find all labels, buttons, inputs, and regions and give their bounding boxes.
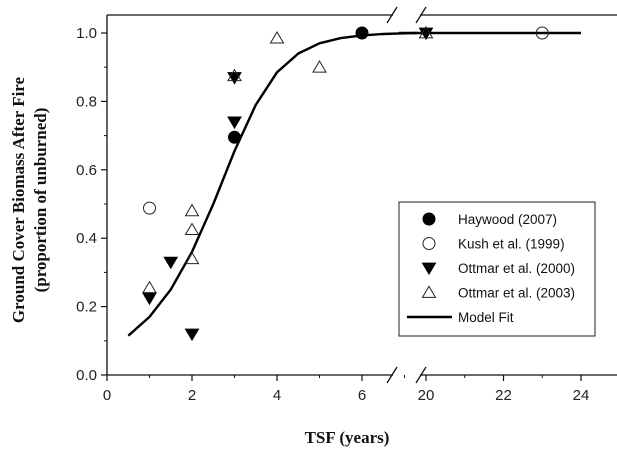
data-point-triangle-up-open xyxy=(418,25,434,39)
data-markers xyxy=(142,25,549,342)
data-point-triangle-up-open xyxy=(184,203,200,217)
model-fit-curve xyxy=(127,31,418,337)
data-point-circle-open xyxy=(143,201,156,215)
y-axis-title-line2: (proportion of unburned) xyxy=(31,108,50,293)
legend-label: Ottmar et al. (2003) xyxy=(458,286,575,301)
data-point-triangle-up-open xyxy=(184,222,200,236)
data-point-circle-open xyxy=(535,26,549,40)
legend-symbol-triangle-up-open xyxy=(421,285,437,298)
legend-label: Haywood (2007) xyxy=(458,212,557,227)
axis-break-slash xyxy=(386,366,398,384)
axis-break-slash xyxy=(415,366,427,384)
x-tick-label: 0 xyxy=(103,387,111,404)
data-point-triangle-up-open xyxy=(269,30,285,44)
data-point-triangle-down-filled xyxy=(184,328,200,342)
data-point-triangle-up-open xyxy=(184,251,200,265)
data-point-triangle-up-open xyxy=(312,60,327,73)
legend-entry: Ottmar et al. (2003) xyxy=(421,285,575,301)
y-tick-label: 0.2 xyxy=(76,299,97,316)
data-point-triangle-up-open xyxy=(227,68,242,82)
x-tick-label: 22 xyxy=(495,387,512,404)
legend-label: Ottmar et al. (2000) xyxy=(458,261,575,276)
tick-labels: 0 2 4 6 20 22 240.00.20.40.60.81.0 xyxy=(76,25,589,404)
legend-label: Kush et al. (1999) xyxy=(458,237,565,252)
data-point-triangle-down-filled xyxy=(418,27,434,41)
y-axis-title-line1: Ground Cover Biomass After Fire xyxy=(9,76,28,323)
x-tick-label: 2 xyxy=(188,387,196,404)
model-fit-line xyxy=(127,31,581,337)
x-tick-label: 24 xyxy=(573,387,590,404)
data-point-triangle-down-filled xyxy=(163,256,179,270)
x-tick-label: 20 xyxy=(418,387,435,404)
y-tick-label: 1.0 xyxy=(76,25,97,42)
legend-label: Model Fit xyxy=(458,310,514,325)
y-tick-label: 0.4 xyxy=(76,230,97,247)
x-tick-label: 4 xyxy=(273,387,281,404)
y-tick-label: 0.6 xyxy=(76,162,97,179)
legend-entry: Kush et al. (1999) xyxy=(422,237,565,252)
x-tick-label: 6 xyxy=(358,387,366,404)
data-point-triangle-up-open xyxy=(142,280,157,294)
legend-entry: Model Fit xyxy=(407,310,514,325)
x-axis-title: TSF (years) xyxy=(305,428,390,447)
axis-break-slash xyxy=(415,6,427,24)
axis-ticks xyxy=(101,32,582,381)
axis-break-slash xyxy=(386,6,398,24)
plot-frame xyxy=(106,14,617,376)
legend-symbol-circle-open xyxy=(422,237,436,250)
y-tick-label: 0.0 xyxy=(76,367,97,384)
legend-entry: Ottmar et al. (2000) xyxy=(421,261,575,276)
data-point-triangle-down-filled xyxy=(227,116,242,130)
legend-entry: Haywood (2007) xyxy=(422,212,557,227)
axis-break-marks xyxy=(386,6,427,384)
legend: Haywood (2007) Kush et al. (1999) Ottmar e… xyxy=(398,201,596,337)
data-point-triangle-down-filled xyxy=(142,292,157,306)
legend-symbol-circle-filled xyxy=(422,212,436,226)
y-tick-label: 0.8 xyxy=(76,93,97,110)
data-point-circle-filled xyxy=(355,26,369,40)
legend-symbol-triangle-down-filled xyxy=(421,262,437,276)
data-point-circle-filled xyxy=(228,130,241,144)
